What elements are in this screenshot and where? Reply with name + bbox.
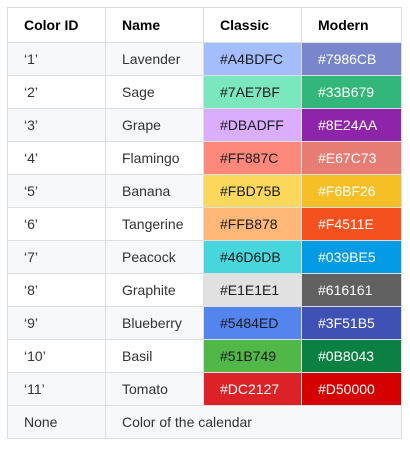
color-name-cell: Basil [105, 339, 204, 373]
modern-swatch-cell: #7986CB [301, 42, 402, 76]
color-id-cell: ‘2’ [7, 75, 106, 109]
classic-swatch-cell: #FFB878 [203, 207, 302, 241]
color-id-cell: ‘8’ [7, 273, 106, 307]
color-name-cell: Blueberry [105, 306, 204, 340]
calendar-color-description: Color of the calendar [105, 405, 402, 439]
color-id-cell: ‘9’ [7, 306, 106, 340]
modern-swatch-cell: #D50000 [301, 372, 402, 406]
header-color-id: Color ID [7, 7, 106, 43]
color-id-cell: ‘11’ [7, 372, 106, 406]
classic-swatch-cell: #FBD75B [203, 174, 302, 208]
modern-swatch-cell: #F4511E [301, 207, 402, 241]
modern-swatch-cell: #33B679 [301, 75, 402, 109]
classic-swatch-cell: #FF887C [203, 141, 302, 175]
modern-swatch-cell: #3F51B5 [301, 306, 402, 340]
classic-swatch-cell: #5484ED [203, 306, 302, 340]
table-row: ‘3’ Grape #DBADFF #8E24AA [7, 108, 402, 142]
classic-swatch-cell: #7AE7BF [203, 75, 302, 109]
color-name-cell: Grape [105, 108, 204, 142]
color-name-cell: Sage [105, 75, 204, 109]
color-id-cell: ‘4’ [7, 141, 106, 175]
table-row: ‘9’ Blueberry #5484ED #3F51B5 [7, 306, 402, 340]
color-name-cell: Flamingo [105, 141, 204, 175]
color-name-cell: Lavender [105, 42, 204, 76]
classic-swatch-cell: #51B749 [203, 339, 302, 373]
color-name-cell: Tangerine [105, 207, 204, 241]
header-classic: Classic [203, 7, 302, 43]
color-id-cell: ‘1’ [7, 42, 106, 76]
header-modern: Modern [301, 7, 402, 43]
modern-swatch-cell: #616161 [301, 273, 402, 307]
color-name-cell: Tomato [105, 372, 204, 406]
classic-swatch-cell: #DBADFF [203, 108, 302, 142]
table-row: ‘4’ Flamingo #FF887C #E67C73 [7, 141, 402, 175]
modern-swatch-cell: #8E24AA [301, 108, 402, 142]
color-name-cell: Peacock [105, 240, 204, 274]
color-id-cell: ‘3’ [7, 108, 106, 142]
color-id-cell: ‘5’ [7, 174, 106, 208]
modern-swatch-cell: #039BE5 [301, 240, 402, 274]
table-header-row: Color ID Name Classic Modern [7, 7, 402, 43]
classic-swatch-cell: #DC2127 [203, 372, 302, 406]
table-row: ‘7’ Peacock #46D6DB #039BE5 [7, 240, 402, 274]
modern-swatch-cell: #E67C73 [301, 141, 402, 175]
color-id-cell: ‘10’ [7, 339, 106, 373]
classic-swatch-cell: #A4BDFC [203, 42, 302, 76]
classic-swatch-cell: #E1E1E1 [203, 273, 302, 307]
color-name-cell: Banana [105, 174, 204, 208]
table-body: ‘1’ Lavender #A4BDFC #7986CB ‘2’ Sage #7AE7BF #… [7, 42, 402, 439]
table-row: ‘8’ Graphite #E1E1E1 #616161 [7, 273, 402, 307]
modern-swatch-cell: #0B8043 [301, 339, 402, 373]
header-name: Name [105, 7, 204, 43]
table-row: ‘5’ Banana #FBD75B #F6BF26 [7, 174, 402, 208]
table-row: ‘11’ Tomato #DC2127 #D50000 [7, 372, 402, 406]
table-row: ‘6’ Tangerine #FFB878 #F4511E [7, 207, 402, 241]
color-id-cell: ‘6’ [7, 207, 106, 241]
table-footer-row: None Color of the calendar [7, 405, 402, 439]
color-name-cell: Graphite [105, 273, 204, 307]
classic-swatch-cell: #46D6DB [203, 240, 302, 274]
table-row: ‘2’ Sage #7AE7BF #33B679 [7, 75, 402, 109]
none-id-cell: None [7, 405, 106, 439]
color-table: Color ID Name Classic Modern ‘1’ Lavender… [7, 7, 402, 439]
modern-swatch-cell: #F6BF26 [301, 174, 402, 208]
table-row: ‘10’ Basil #51B749 #0B8043 [7, 339, 402, 373]
color-table-container: Color ID Name Classic Modern ‘1’ Lavender… [7, 7, 402, 439]
color-id-cell: ‘7’ [7, 240, 106, 274]
table-row: ‘1’ Lavender #A4BDFC #7986CB [7, 42, 402, 76]
